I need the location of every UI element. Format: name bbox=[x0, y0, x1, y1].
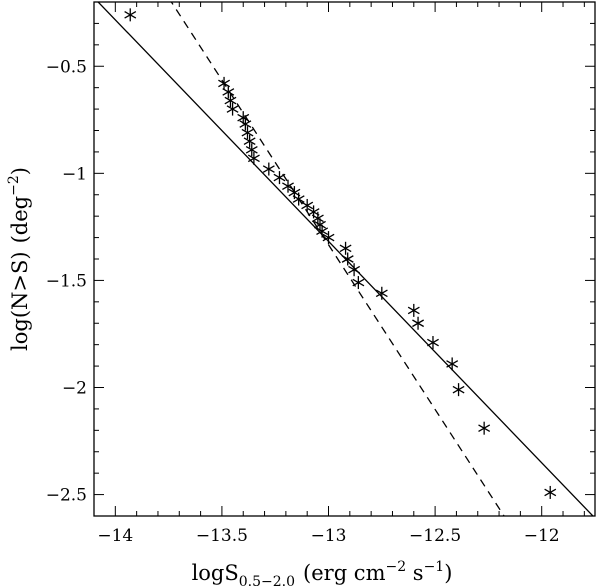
data-point bbox=[412, 316, 425, 330]
y-axis-units-2: −2 bbox=[6, 175, 22, 196]
data-point bbox=[224, 94, 237, 108]
x-tick-label: −14 bbox=[97, 526, 133, 546]
data-point bbox=[452, 383, 465, 397]
data-point bbox=[222, 85, 235, 99]
x-tick-label: −13 bbox=[311, 526, 347, 546]
x-tick-label: −12 bbox=[524, 526, 560, 546]
data-point bbox=[407, 303, 420, 317]
x-axis-units-1: (erg cm bbox=[303, 561, 386, 585]
x-tick-label: −12.5 bbox=[409, 526, 461, 546]
data-point bbox=[352, 276, 365, 290]
data-point bbox=[245, 143, 258, 157]
x-axis-units-4: −1 bbox=[424, 559, 445, 575]
y-axis-units-3: ) bbox=[8, 167, 32, 175]
data-point bbox=[322, 231, 335, 245]
data-point bbox=[239, 117, 252, 131]
y-tick-label: −1.5 bbox=[46, 271, 87, 291]
y-tick-label: −2 bbox=[62, 379, 87, 399]
data-point bbox=[273, 171, 286, 185]
data-point bbox=[348, 263, 361, 277]
data-point bbox=[262, 162, 275, 176]
data-point bbox=[316, 224, 329, 238]
data-point bbox=[292, 192, 305, 206]
y-axis-units-1: (deg bbox=[8, 196, 32, 244]
data-point bbox=[282, 179, 294, 193]
y-tick-label: −0.5 bbox=[46, 57, 87, 77]
data-point bbox=[544, 485, 557, 499]
x-axis-title: logS0.5−2.0 (erg cm−2 s−1) bbox=[192, 559, 453, 588]
plot-frame bbox=[93, 1, 596, 517]
data-point bbox=[241, 126, 254, 140]
data-point bbox=[311, 211, 324, 225]
tick-labels: −14 −13.5 −13 −12.5 −12 −0.5 −1 −1.5 −2 −2.5 bbox=[46, 57, 560, 546]
data-point bbox=[427, 336, 439, 350]
data-point bbox=[124, 8, 137, 22]
axis-ticks bbox=[93, 1, 595, 517]
data-point bbox=[375, 286, 388, 300]
x-axis-label-main: logS bbox=[192, 561, 239, 585]
dashed-fit-line bbox=[170, 2, 505, 516]
y-axis-label-main: log(N>S) bbox=[8, 251, 32, 351]
data-point bbox=[478, 421, 491, 435]
data-point bbox=[446, 357, 459, 371]
data-point bbox=[301, 198, 314, 212]
x-axis-label-sub: 0.5−2.0 bbox=[239, 574, 295, 588]
solid-fit-line bbox=[97, 2, 594, 516]
data-point bbox=[243, 134, 256, 148]
data-point bbox=[237, 111, 250, 125]
y-tick-label: −1 bbox=[62, 164, 87, 184]
data-points bbox=[124, 8, 557, 499]
x-tick-label: −13.5 bbox=[196, 526, 248, 546]
x-axis-units-5: ) bbox=[444, 561, 452, 585]
data-point bbox=[226, 102, 239, 116]
y-tick-label: −2.5 bbox=[46, 486, 87, 506]
data-point bbox=[341, 252, 354, 266]
x-axis-units-2: −2 bbox=[385, 559, 406, 575]
data-point bbox=[314, 218, 326, 232]
y-axis-title: log(N>S) (deg−2) bbox=[6, 167, 32, 351]
x-axis-units-3: s bbox=[406, 561, 423, 585]
data-point bbox=[247, 151, 260, 165]
data-point bbox=[339, 241, 352, 255]
fit-lines bbox=[97, 2, 594, 516]
